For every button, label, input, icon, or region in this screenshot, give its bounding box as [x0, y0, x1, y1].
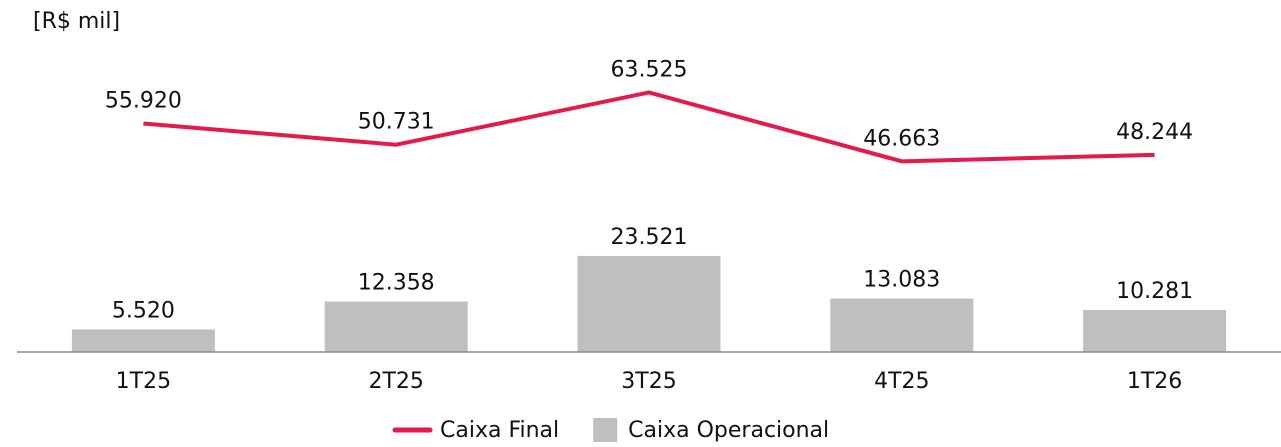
legend-label: Caixa Operacional: [628, 418, 829, 443]
line-value-label: 55.920: [105, 89, 182, 114]
bar: [577, 255, 721, 352]
bar: [71, 329, 215, 352]
x-tick-label: 1T26: [1127, 369, 1182, 394]
line-value-label: 63.525: [611, 57, 688, 82]
bar-value-label: 5.520: [112, 298, 175, 323]
bar: [830, 298, 974, 352]
bar-value-label: 12.358: [358, 271, 435, 296]
x-tick-label: 1T25: [116, 369, 171, 394]
line: [143, 90, 1155, 164]
line-value-label: 48.244: [1116, 120, 1193, 145]
x-tick-label: 4T25: [874, 369, 929, 394]
line-value-label: 50.731: [358, 110, 435, 135]
bar-value-label: 10.281: [1116, 279, 1193, 304]
x-tick-label: 2T25: [368, 369, 423, 394]
bar-value-label: 23.521: [611, 225, 688, 250]
unit-label: [R$ mil]: [33, 9, 120, 34]
bar-value-label: 13.083: [863, 268, 940, 293]
line-value-label: 46.663: [863, 126, 940, 151]
x-tick-label: 3T25: [621, 369, 676, 394]
legend-label: Caixa Final: [440, 418, 559, 443]
legend-swatch: [593, 418, 618, 442]
bar: [324, 301, 468, 352]
bar: [1083, 309, 1227, 352]
